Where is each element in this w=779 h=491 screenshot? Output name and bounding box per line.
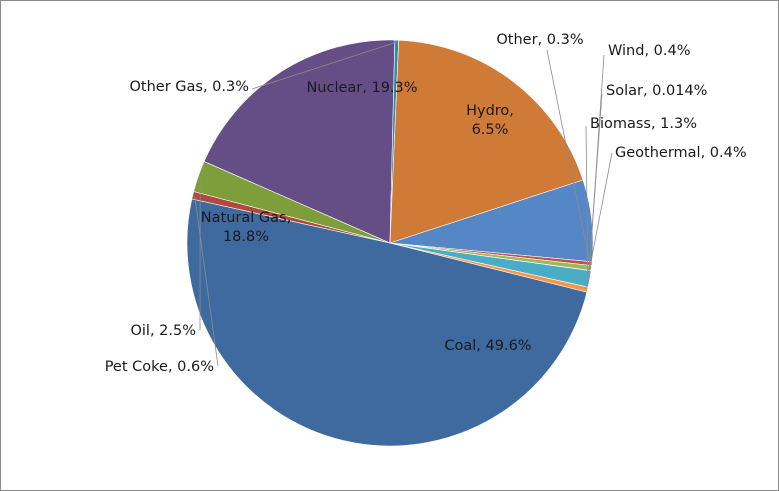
leader-line-geothermal [585, 152, 613, 290]
data-label-hydro: Hydro, 6.5% [466, 103, 514, 138]
data-label-natural-gas: Natural Gas, 18.8% [201, 210, 291, 245]
leader-line-other-gas [251, 41, 397, 90]
data-label-oil: Oil, 2.5% [130, 323, 196, 339]
pie-slice-coal [186, 198, 588, 447]
data-label-other: Other, 0.3% [496, 32, 583, 48]
data-label-other-gas: Other Gas, 0.3% [129, 79, 249, 95]
pie-slice-geothermal [389, 242, 589, 293]
data-label-solar: Solar, 0.014% [606, 83, 707, 99]
leader-line-biomass [585, 125, 589, 279]
data-label-coal: Coal, 49.6% [444, 338, 531, 354]
data-label-biomass: Biomass, 1.3% [590, 116, 697, 132]
data-label-wind: Wind, 0.4% [608, 43, 691, 59]
data-label-geothermal: Geothermal, 0.4% [615, 145, 747, 161]
pie-slice-nuclear [389, 39, 584, 244]
data-label-pet-coke: Pet Coke, 0.6% [105, 359, 214, 375]
leader-line-other [546, 49, 591, 264]
leader-line-pet-coke [194, 195, 219, 367]
leader-line-solar [588, 93, 603, 271]
pie-slice-natural-gas [203, 39, 396, 244]
data-label-nuclear: Nuclear, 19.3% [306, 80, 417, 96]
